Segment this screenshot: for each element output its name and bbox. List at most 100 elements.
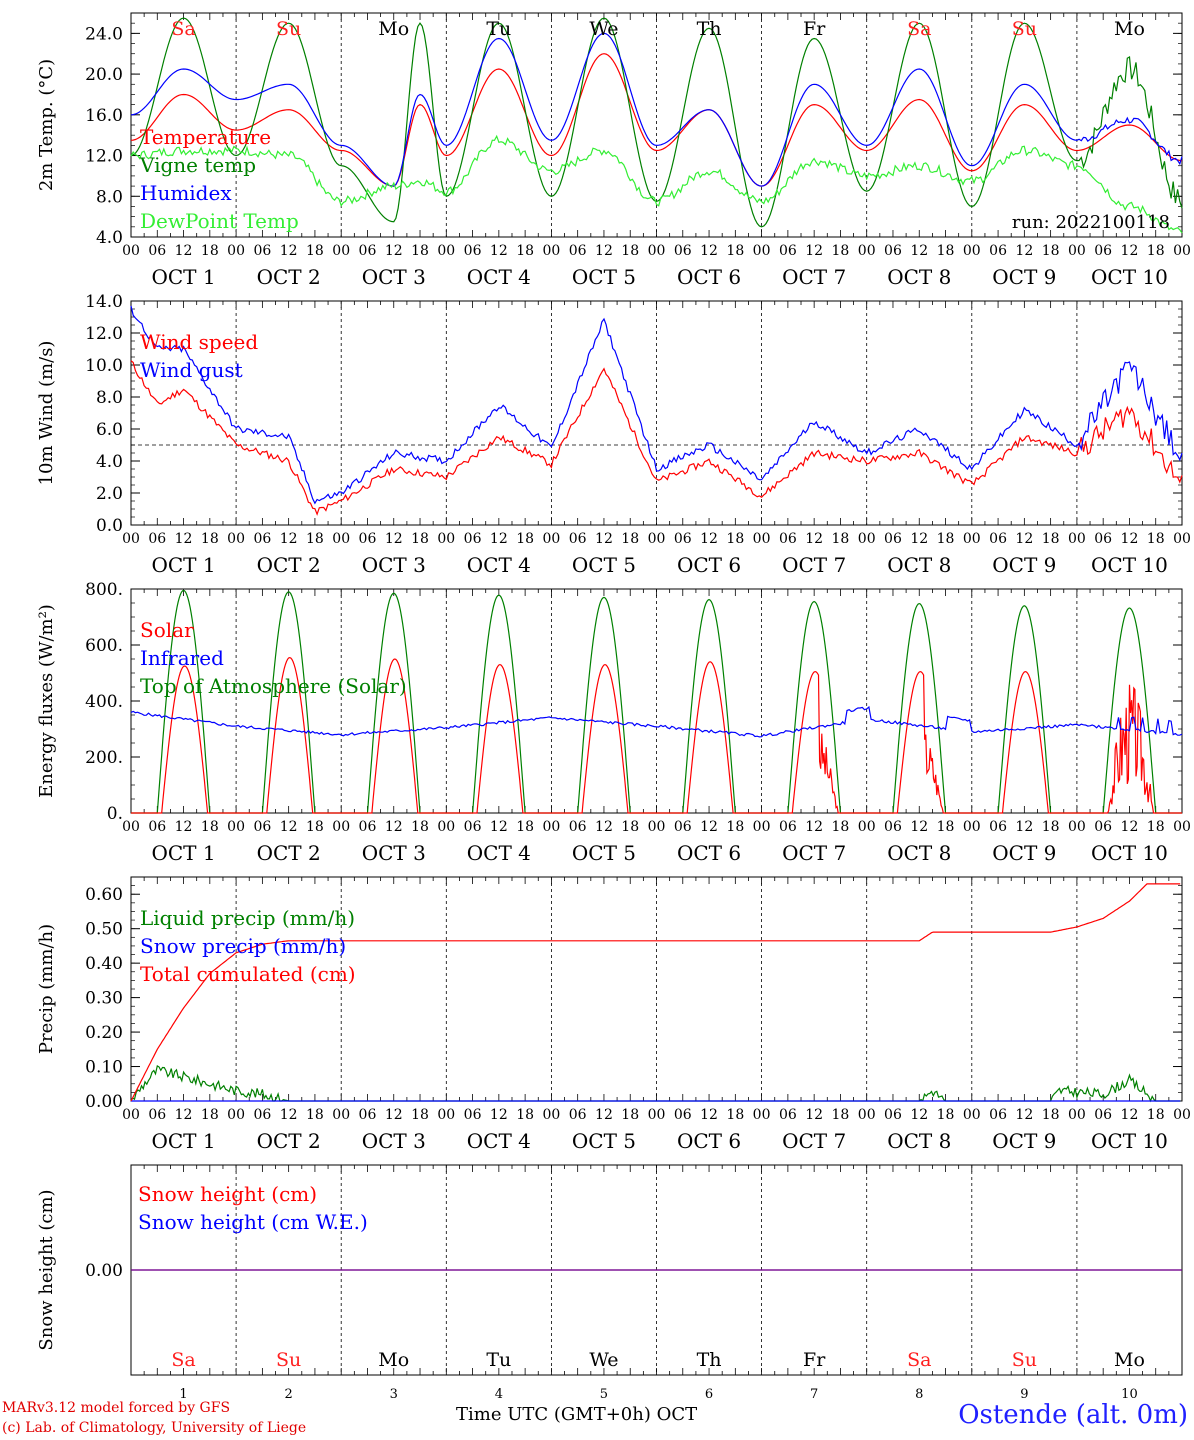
x-hour-tick-label: 00 — [1173, 819, 1191, 835]
y-tick-label: 800. — [85, 580, 123, 600]
x-hour-tick-label: 18 — [516, 1107, 534, 1123]
y-tick-label: 600. — [85, 636, 123, 656]
x-hour-tick-label: 18 — [832, 531, 850, 547]
x-hour-tick-label: 06 — [884, 531, 902, 547]
x-day-label: OCT 6 — [677, 265, 741, 289]
x-hour-tick-label: 06 — [779, 531, 797, 547]
day-name-label: Fr — [803, 1349, 826, 1371]
x-hour-tick-label: 12 — [385, 1107, 403, 1123]
x-hour-tick-label: 12 — [700, 531, 718, 547]
x-hour-tick-label: 12 — [280, 243, 298, 259]
x-hour-tick-label: 18 — [201, 819, 219, 835]
x-hour-tick-label: 12 — [385, 243, 403, 259]
day-name-label: Mo — [378, 1349, 409, 1371]
x-hour-tick-label: 18 — [937, 1107, 955, 1123]
y-tick-label: 24.0 — [85, 24, 123, 44]
x-hour-tick-label: 12 — [910, 1107, 928, 1123]
x-day-label: OCT 2 — [257, 841, 321, 865]
x-hour-tick-label: 06 — [779, 1107, 797, 1123]
x-hour-tick-label: 00 — [437, 819, 455, 835]
x-hour-tick-label: 12 — [385, 531, 403, 547]
x-hour-tick-label: 12 — [595, 819, 613, 835]
x-hour-tick-label: 18 — [1147, 819, 1165, 835]
panel-4: 0.00 0.10 0.20 0.30 0.40 0.50 0.60 Precip (mm/h… — [36, 876, 1191, 1153]
x-hour-tick-label: 06 — [674, 243, 692, 259]
x-hour-tick-label: 06 — [884, 1107, 902, 1123]
legend-entry: Temperature — [140, 125, 271, 149]
x-day-label: OCT 4 — [467, 1129, 531, 1153]
x-hour-tick-label: 00 — [1068, 243, 1086, 259]
y-tick-label: 0.00 — [85, 1261, 123, 1281]
x-hour-tick-label: 12 — [700, 819, 718, 835]
y-tick-label: 0.60 — [85, 885, 123, 905]
x-hour-tick-label: 12 — [1015, 1107, 1033, 1123]
day-name-label: Th — [697, 1349, 722, 1371]
x-day-label: OCT 5 — [572, 265, 636, 289]
day-name-label: Sa — [171, 1349, 195, 1371]
x-hour-tick-label: 12 — [1015, 243, 1033, 259]
x-hour-tick-label: 06 — [1094, 243, 1112, 259]
x-hour-tick-label: 18 — [726, 243, 744, 259]
x-hour-tick-label: 12 — [280, 819, 298, 835]
x-hour-tick-label: 00 — [122, 243, 140, 259]
credit-line-1: MARv3.12 model forced by GFS — [2, 1400, 231, 1416]
x-hour-tick-label: 18 — [1147, 243, 1165, 259]
x-day-label: OCT 2 — [257, 553, 321, 577]
x-hour-tick-label: 06 — [1094, 819, 1112, 835]
y-tick-label: 20.0 — [85, 65, 123, 85]
day-name-label: We — [589, 1349, 618, 1371]
x-hour-tick-label: 18 — [201, 243, 219, 259]
series-line-vigne-temp — [130, 17, 1183, 228]
legend-entry: Humidex — [140, 181, 232, 205]
x-hour-tick-label: 00 — [963, 531, 981, 547]
x-day-label: OCT 3 — [362, 841, 426, 865]
x-hour-tick-label: 00 — [227, 531, 245, 547]
y-axis-label: Snow height (cm) — [36, 1189, 57, 1350]
x-hour-tick-label: 06 — [359, 819, 377, 835]
x-hour-tick-label: 18 — [832, 243, 850, 259]
y-tick-label: 0.50 — [85, 920, 123, 940]
x-day-number: 10 — [1121, 1387, 1138, 1402]
x-hour-tick-label: 00 — [753, 243, 771, 259]
legend-entry: Liquid precip (mm/h) — [140, 906, 355, 930]
x-day-label: OCT 7 — [782, 265, 846, 289]
legend-entry: Vigne temp — [139, 153, 256, 177]
x-hour-tick-label: 12 — [1121, 819, 1139, 835]
x-hour-tick-label: 12 — [910, 819, 928, 835]
panel-3: 0. 200. 400. 600. 800. Energy fluxes (W/m²) 00… — [36, 580, 1191, 865]
x-hour-tick-label: 12 — [1015, 531, 1033, 547]
x-hour-tick-label: 06 — [359, 243, 377, 259]
x-hour-tick-label: 18 — [306, 531, 324, 547]
x-hour-tick-label: 06 — [674, 1107, 692, 1123]
x-hour-tick-label: 00 — [122, 1107, 140, 1123]
y-axis-label: Precip (mm/h) — [36, 924, 57, 1054]
x-hour-tick-label: 18 — [201, 531, 219, 547]
legend-entry: Wind speed — [140, 330, 258, 354]
day-name-label: Su — [1012, 18, 1037, 40]
x-hour-tick-label: 12 — [595, 243, 613, 259]
legend-entry: Snow precip (mm/h) — [140, 934, 346, 958]
x-hour-tick-label: 12 — [805, 243, 823, 259]
x-hour-tick-label: 18 — [516, 243, 534, 259]
x-hour-tick-label: 06 — [253, 531, 271, 547]
x-day-label: OCT 3 — [362, 1129, 426, 1153]
x-hour-tick-label: 18 — [306, 819, 324, 835]
x-hour-tick-label: 00 — [648, 819, 666, 835]
y-tick-label: 0.10 — [85, 1058, 123, 1078]
y-tick-label: 200. — [85, 748, 123, 768]
day-name-label: Sa — [907, 18, 931, 40]
y-tick-label: 4.0 — [96, 452, 123, 472]
x-hour-tick-label: 00 — [858, 1107, 876, 1123]
x-hour-tick-label: 18 — [411, 819, 429, 835]
legend-entry: Total cumulated (cm) — [140, 962, 356, 986]
x-hour-tick-label: 06 — [569, 243, 587, 259]
x-hour-tick-label: 18 — [1147, 531, 1165, 547]
y-tick-label: 4.0 — [96, 228, 123, 248]
x-hour-tick-label: 12 — [700, 243, 718, 259]
x-hour-tick-label: 18 — [621, 243, 639, 259]
x-hour-tick-label: 12 — [1121, 1107, 1139, 1123]
x-day-number: 5 — [600, 1387, 608, 1402]
x-day-label: OCT 6 — [677, 1129, 741, 1153]
x-hour-tick-label: 00 — [858, 531, 876, 547]
x-hour-tick-label: 00 — [753, 1107, 771, 1123]
